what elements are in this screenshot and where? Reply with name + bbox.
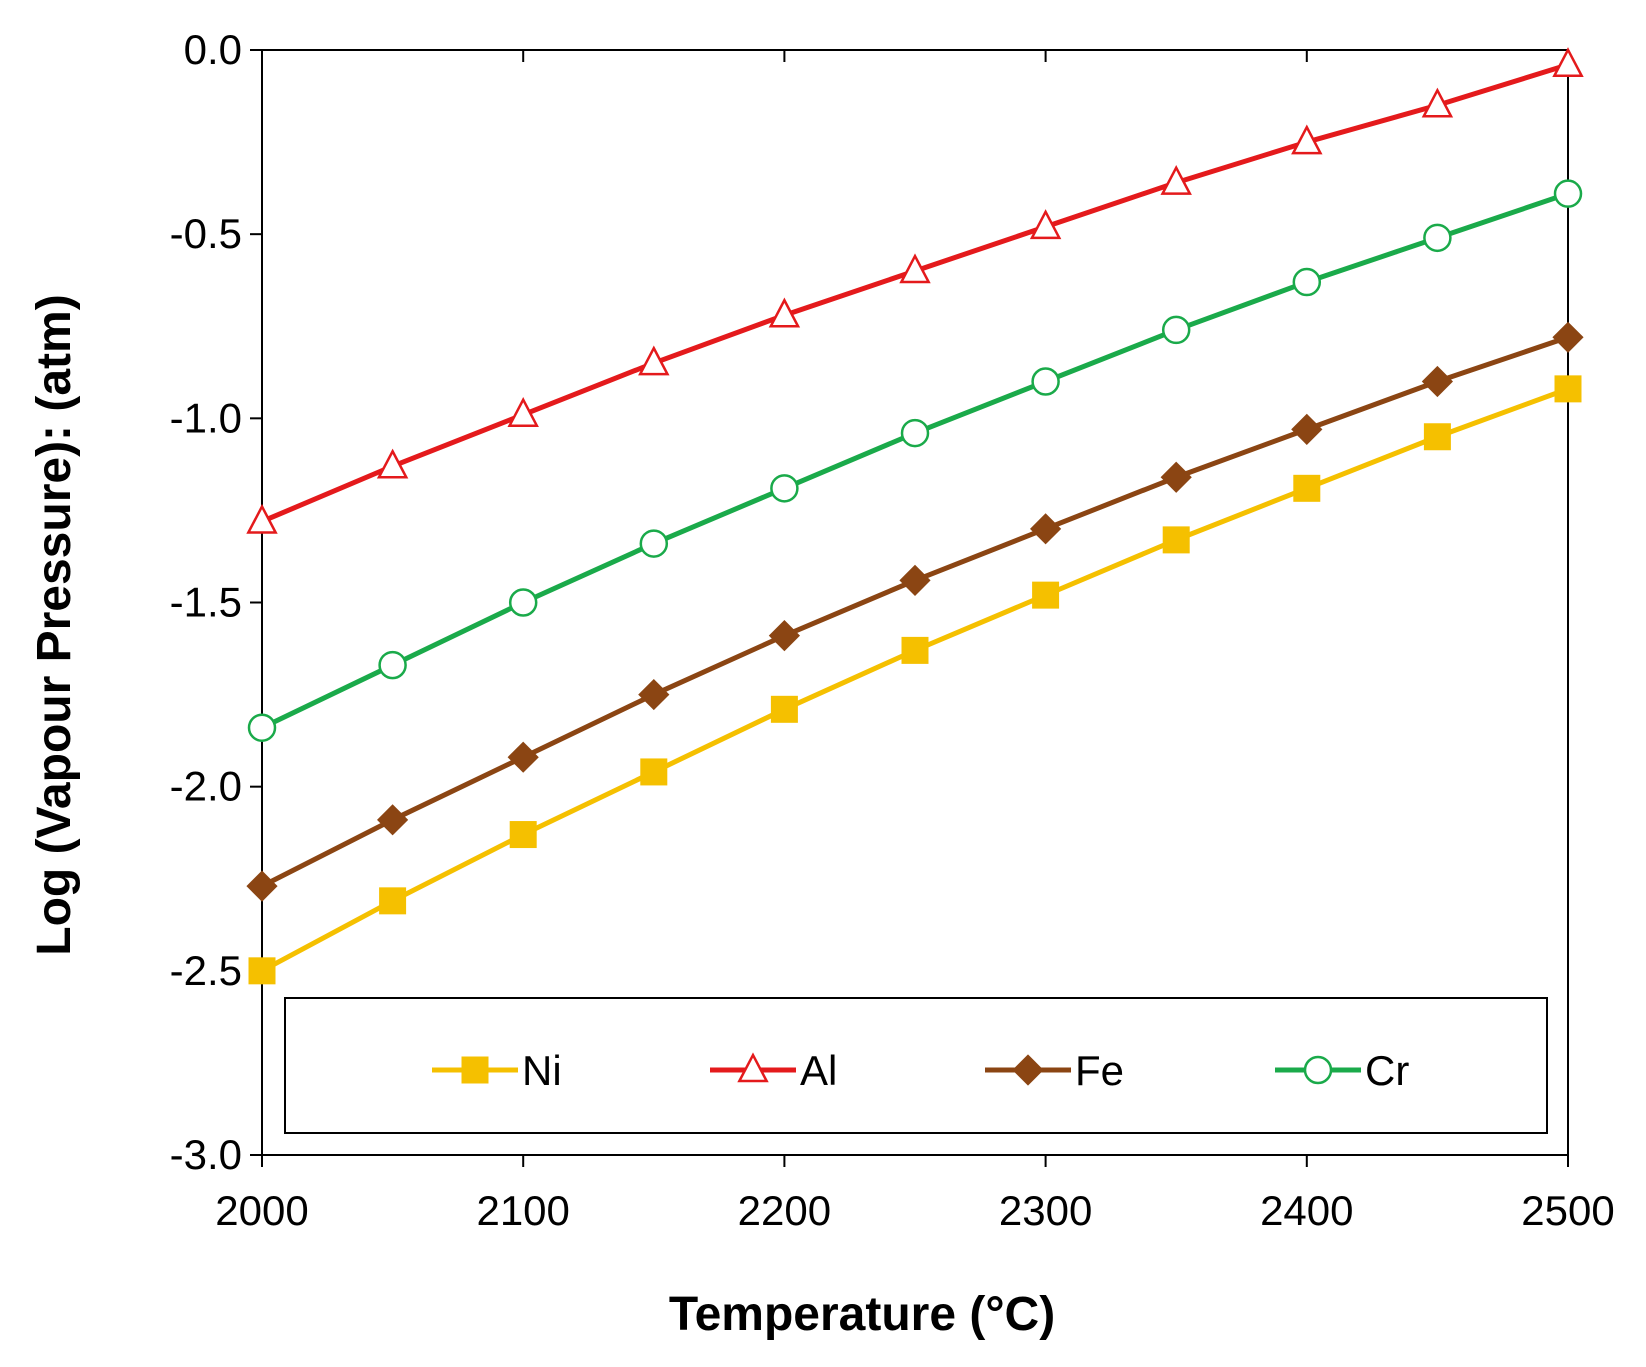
legend-box <box>284 997 1548 1134</box>
y-tick-label: -0.5 <box>170 210 242 257</box>
data-point-fe <box>1421 365 1453 398</box>
data-point-cr <box>1031 367 1060 396</box>
data-point-al <box>1552 47 1584 78</box>
data-point-ni <box>509 821 537 849</box>
plot-frame <box>261 49 1569 1156</box>
legend-marker <box>1012 1054 1044 1086</box>
data-point-al <box>1421 87 1454 118</box>
data-point-ni <box>248 957 276 985</box>
legend-label: Fe <box>1075 1047 1124 1094</box>
legend-marker <box>737 1052 769 1083</box>
legend-item-ni: Ni <box>432 1047 562 1094</box>
legend-label: Cr <box>1365 1047 1409 1094</box>
data-point-ni <box>1554 375 1582 403</box>
data-point-fe <box>1552 321 1584 353</box>
data-point-cr <box>770 474 799 503</box>
data-point-ni <box>1032 581 1060 609</box>
y-axis-title: Log (Vapour Pressure): (atm) <box>28 294 81 955</box>
y-axis-ticks: 0.0 -0.5 -1.0 -1.5 -2.0 -2.5 -3.0 <box>170 26 262 1178</box>
series-line-ni <box>260 386 1569 974</box>
legend-item-cr: Cr <box>1275 1047 1409 1094</box>
data-point-ni <box>901 636 929 664</box>
y-tick-label: -1.0 <box>170 394 242 441</box>
data-point-cr <box>1292 267 1322 297</box>
data-point-al <box>638 345 670 376</box>
legend-marker <box>1303 1055 1333 1085</box>
data-point-fe <box>1160 461 1192 493</box>
data-point-al <box>1029 209 1062 240</box>
legend-item-fe: Fe <box>985 1047 1124 1094</box>
data-point-al <box>899 253 931 284</box>
legend-label: Al <box>800 1047 837 1094</box>
y-tick-label: -2.0 <box>170 763 242 810</box>
data-point-cr <box>508 588 538 617</box>
data-point-al <box>768 297 801 328</box>
data-point-ni <box>1293 474 1321 502</box>
data-point-fe <box>899 564 931 596</box>
data-point-cr <box>247 713 277 742</box>
data-point-cr <box>378 650 407 680</box>
data-point-al <box>1160 164 1192 195</box>
y-tick-label: -1.5 <box>170 579 242 626</box>
data-point-fe <box>246 870 278 902</box>
series-ni <box>248 375 1582 985</box>
series-line-al <box>261 62 1569 524</box>
data-point-ni <box>640 758 668 786</box>
x-axis-ticks: 2000 2100 2200 2300 2400 2500 <box>215 50 1615 1234</box>
data-point-fe <box>638 678 670 711</box>
data-point-cr <box>900 418 930 448</box>
legend-items: Ni Al Fe Cr <box>432 1047 1409 1094</box>
x-tick-label: 2500 <box>1521 1187 1614 1234</box>
legend-label: Ni <box>522 1047 562 1094</box>
data-point-fe <box>507 741 539 773</box>
data-point-cr <box>1161 315 1191 345</box>
data-point-fe <box>1291 413 1323 445</box>
data-point-ni <box>770 695 798 723</box>
data-point-al <box>507 397 539 427</box>
data-point-ni <box>379 887 407 915</box>
series-al <box>246 47 1584 534</box>
x-tick-label: 2000 <box>215 1187 308 1234</box>
legend: Ni Al Fe Cr <box>284 997 1548 1134</box>
legend-marker <box>461 1056 489 1084</box>
legend-item-al: Al <box>710 1047 837 1094</box>
data-point-cr <box>639 529 669 558</box>
x-tick-label: 2400 <box>1260 1187 1353 1234</box>
x-tick-label: 2200 <box>738 1187 831 1234</box>
data-point-fe <box>1030 513 1062 545</box>
data-point-ni <box>1423 423 1451 451</box>
series-cr <box>247 179 1583 742</box>
y-tick-label: -2.5 <box>170 947 242 994</box>
data-point-al <box>246 503 278 534</box>
y-tick-label: -3.0 <box>170 1131 242 1178</box>
data-point-al <box>376 448 409 479</box>
data-point-fe <box>377 804 409 836</box>
x-axis-title: Temperature (°C) <box>669 1288 1055 1341</box>
data-point-al <box>1291 124 1323 155</box>
y-tick-label: 0.0 <box>184 26 242 73</box>
data-point-cr <box>1423 223 1452 253</box>
x-tick-label: 2100 <box>476 1187 569 1234</box>
series-layer <box>246 47 1584 985</box>
data-point-cr <box>1553 179 1583 208</box>
x-tick-label: 2300 <box>999 1187 1092 1234</box>
data-point-ni <box>1162 526 1190 554</box>
series-fe <box>246 321 1584 902</box>
data-point-fe <box>768 620 800 652</box>
